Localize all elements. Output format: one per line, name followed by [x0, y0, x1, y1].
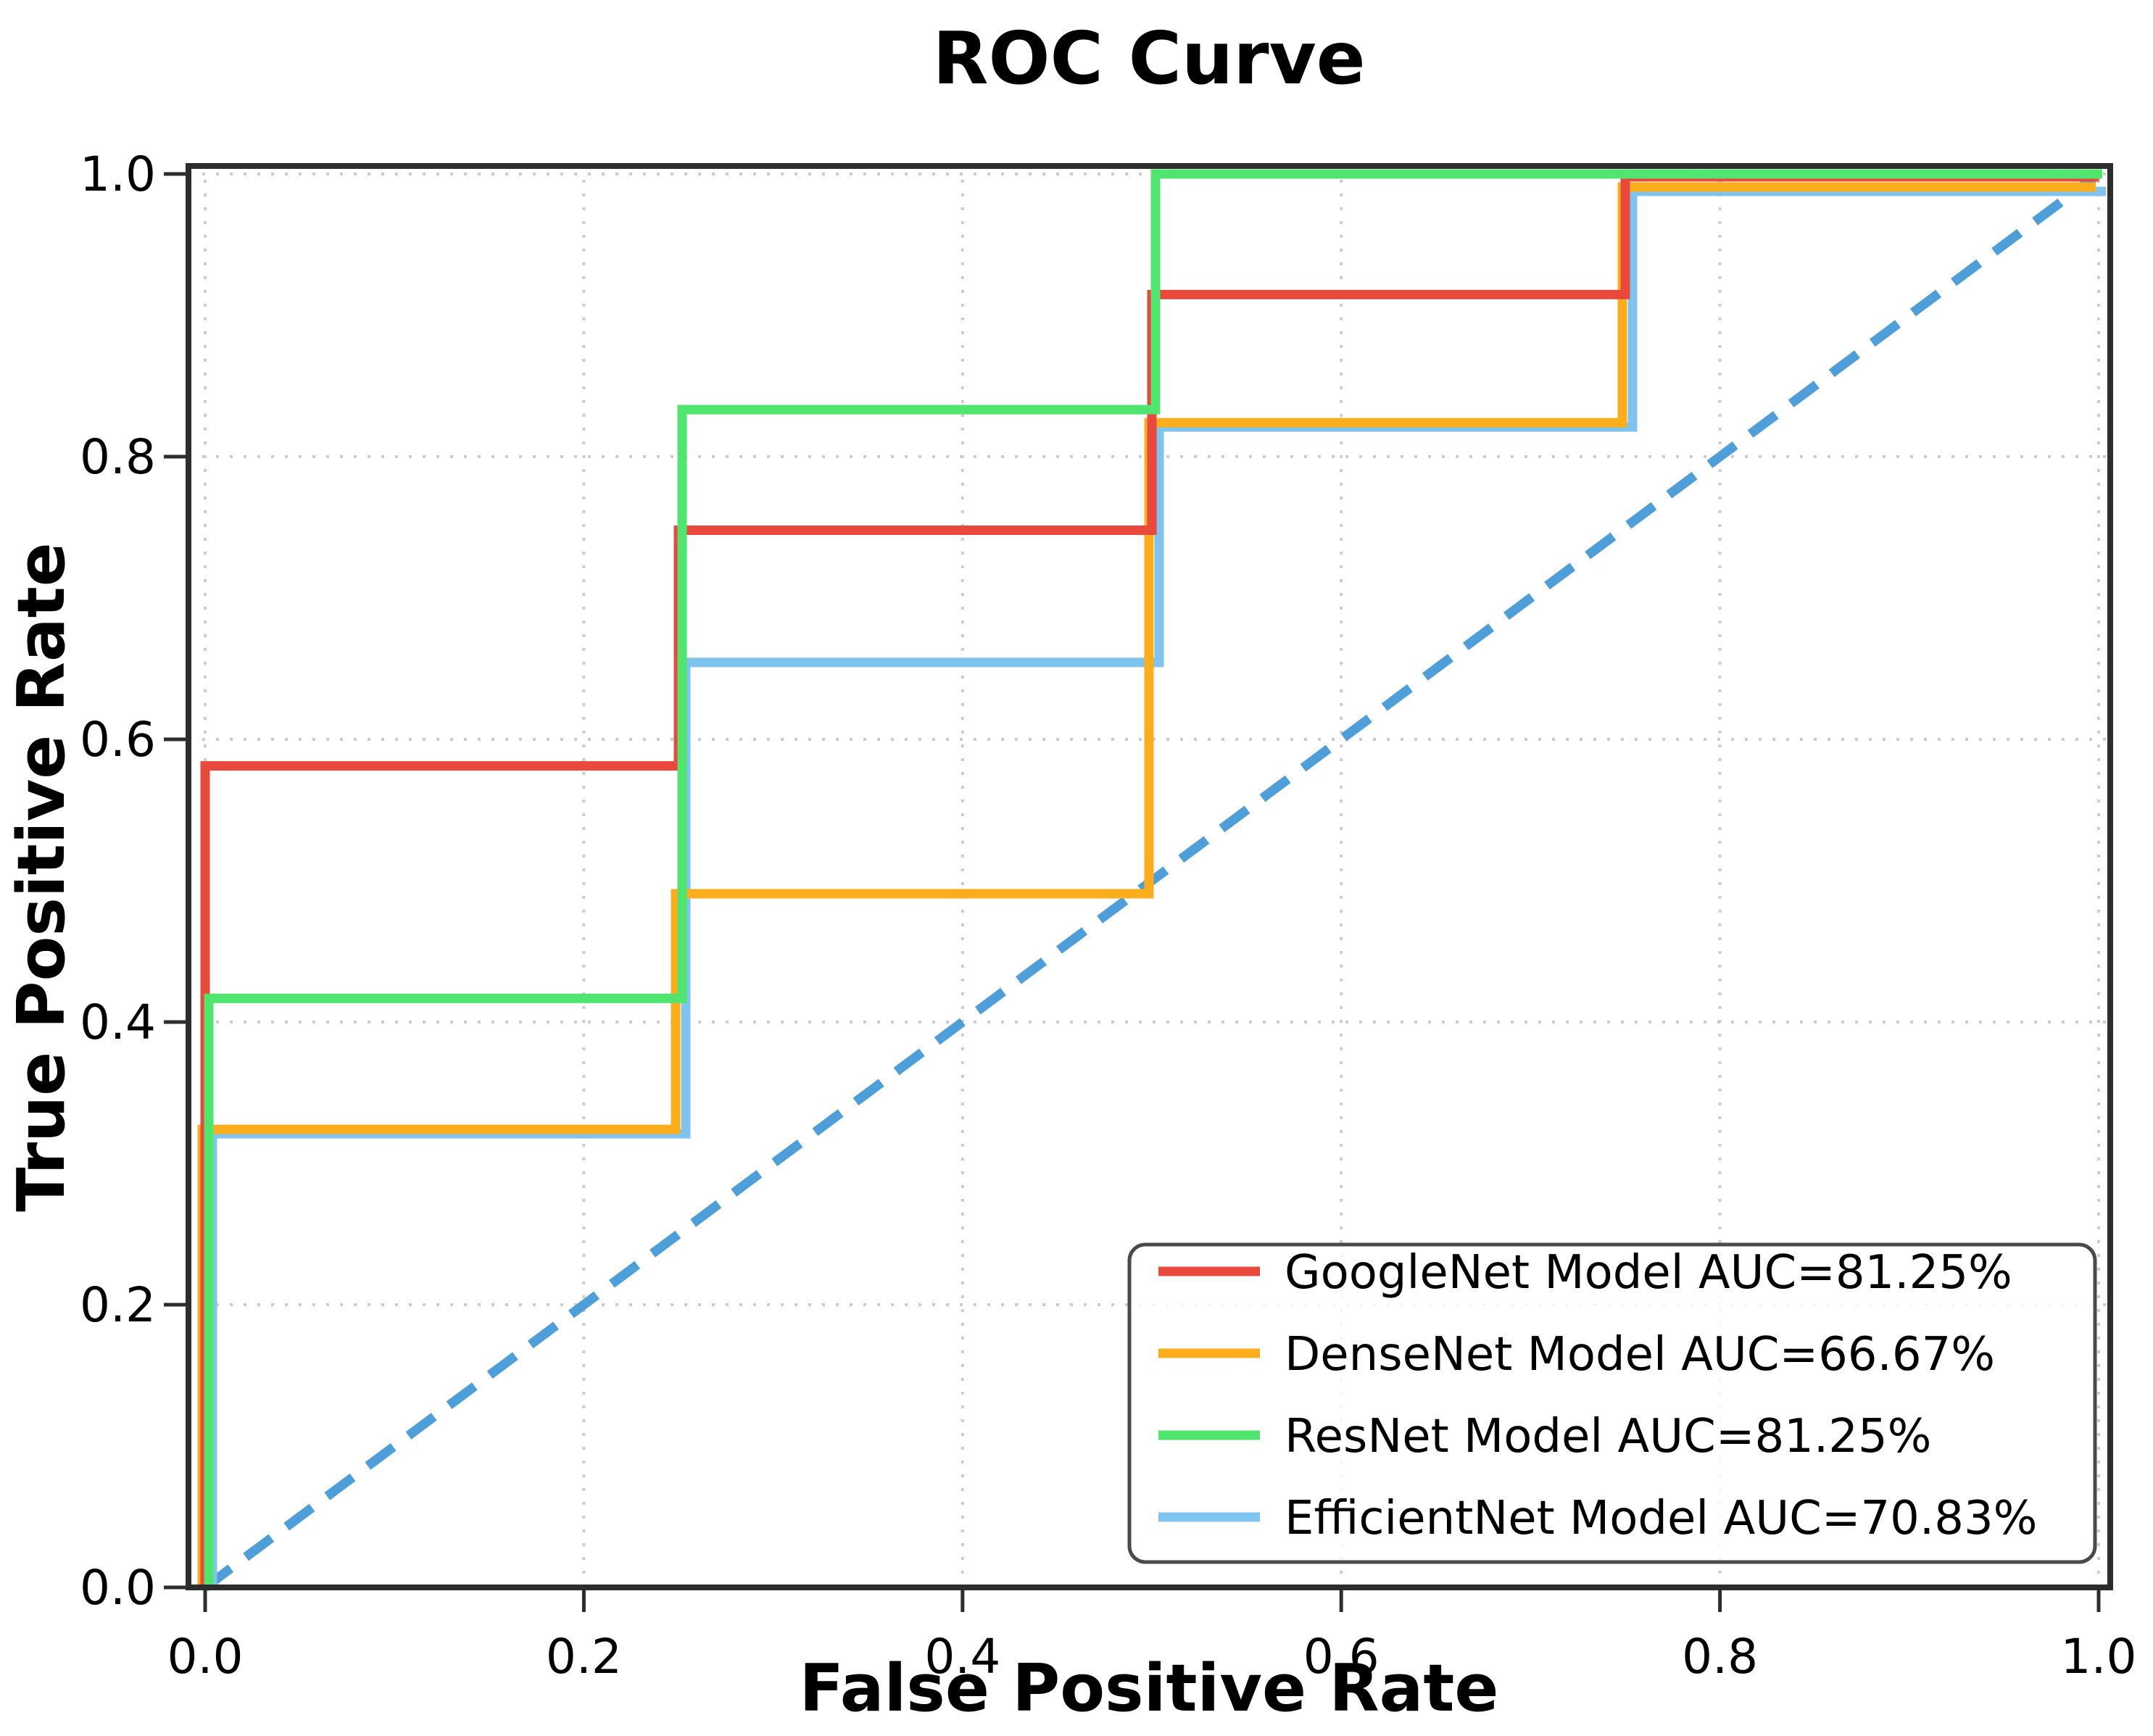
x-tick-label: 0.4	[924, 1629, 1000, 1685]
roc-curve-googlenet	[200, 172, 2099, 1587]
y-tick-label: 0.8	[80, 429, 156, 485]
legend-label-densenet: DenseNet Model AUC=66.67%	[1285, 1328, 1995, 1382]
roc-curve-resnet	[204, 169, 2102, 1587]
y-axis-label: True Positive Rate	[4, 542, 80, 1212]
y-tick-label: 0.2	[80, 1277, 156, 1333]
y-tick-labels: 0.0 0.2 0.4 0.6 0.8 1.0	[80, 146, 156, 1616]
legend-rows: GoogleNet Model AUC=81.25% DenseNet Model…	[1158, 1246, 2037, 1545]
x-tick-label: 0.8	[1682, 1629, 1758, 1685]
legend-box	[1127, 1242, 2097, 1564]
legend-label-efficientnet: EfficientNet Model AUC=70.83%	[1285, 1492, 2037, 1545]
x-axis-label: False Positive Rate	[800, 1650, 1499, 1727]
x-tick-label: 0.6	[1303, 1629, 1380, 1685]
x-tick-label: 0.2	[546, 1629, 622, 1685]
x-tick-label: 0.0	[167, 1629, 244, 1685]
roc-curves	[197, 169, 2106, 1587]
legend-label-googlenet: GoogleNet Model AUC=81.25%	[1285, 1246, 2012, 1300]
chart-title: ROC Curve	[932, 16, 1365, 101]
y-tick-label: 0.6	[80, 712, 156, 768]
plot-frame	[186, 163, 2113, 1590]
y-tick-label: 0.4	[80, 994, 156, 1050]
y-tick-label: 1.0	[80, 146, 156, 202]
legend-label-resnet: ResNet Model AUC=81.25%	[1285, 1410, 1931, 1463]
legend: GoogleNet Model AUC=81.25% DenseNet Model…	[1127, 1242, 2097, 1564]
x-tick-label: 1.0	[2061, 1629, 2137, 1685]
x-tick-labels: 0.0 0.2 0.4 0.6 0.8 1.0	[167, 1629, 2137, 1685]
y-tick-label: 0.0	[80, 1560, 156, 1616]
axis-tick-marks	[164, 172, 2101, 1612]
